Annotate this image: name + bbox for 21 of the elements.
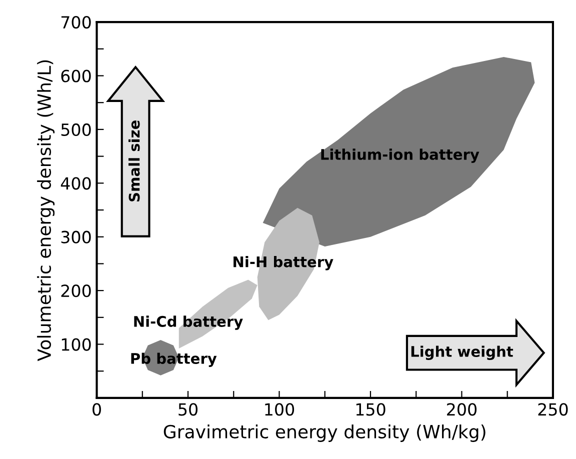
x-tick-label: 0 [92, 403, 101, 416]
x-tick-label: 50 [178, 403, 198, 416]
x-tick-label: 100 [265, 403, 294, 416]
y-tick-label: 300 [61, 230, 91, 244]
series-label: Ni-H battery [234, 256, 334, 270]
annotation: Light weight [411, 346, 514, 360]
x-tick-label: 150 [356, 403, 386, 416]
x-tick-label: 250 [538, 403, 568, 416]
y-tick-label: 400 [60, 177, 91, 190]
y-tick-label: 200 [61, 284, 91, 298]
series-label: Pb battery [131, 352, 217, 367]
y-tick-label: 500 [61, 123, 91, 136]
series-label: Lithium-ion battery [321, 148, 480, 163]
x-axis-title: Gravimetric energy density (Wh/kg) [164, 424, 486, 442]
y-tick-label: 100 [62, 338, 91, 351]
y-tick-label: 700 [61, 16, 91, 29]
annotation: Small size [128, 120, 140, 202]
x-tick-label: 200 [447, 403, 477, 416]
y-axis-title: Volumetric energy density (Wh/L) [37, 60, 55, 362]
y-tick-label: 600 [61, 70, 91, 82]
series-label: Ni-Cd battery [134, 316, 243, 330]
